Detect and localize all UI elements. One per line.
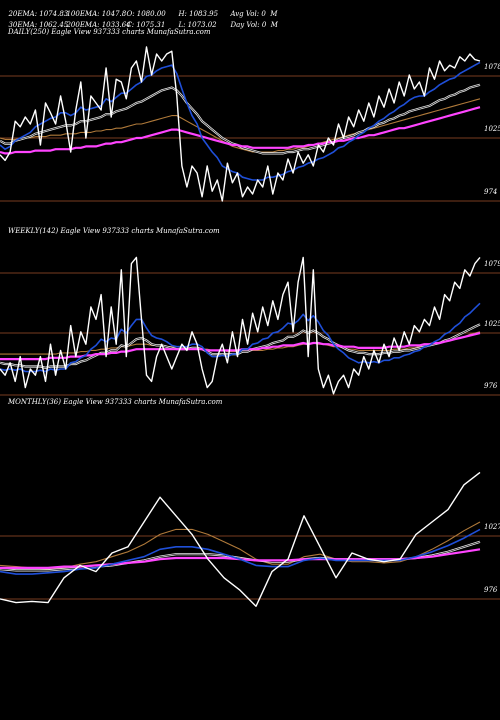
ema_fast-line xyxy=(0,528,481,575)
ema_fast-line xyxy=(0,61,481,181)
monthly-panel: 1027 976 xyxy=(0,471,500,607)
level-label: 1025 xyxy=(484,125,500,133)
ema30-readout: 30EMA: 1062.45 xyxy=(8,21,69,29)
ema_slow-series xyxy=(0,98,481,153)
ema_fast-line xyxy=(0,302,481,373)
monthly-panel-title: MONTHLY(36) Eagle View 937333 charts Mun… xyxy=(8,398,223,406)
price-line xyxy=(0,256,481,395)
day-vol-readout: Day Vol: 0 M xyxy=(230,21,278,29)
weekly-panel: 1079 1025 976 xyxy=(0,256,500,396)
ema20-readout: 20EMA: 1074.83 xyxy=(8,10,69,18)
ema_slow-line xyxy=(0,98,481,153)
ema_long-series xyxy=(0,106,481,155)
daily-panel-title: DAILY(250) Eagle View 937333 charts Muna… xyxy=(8,28,211,36)
ema200-readout: 200EMA: 1033.64 xyxy=(66,21,131,29)
weekly-panel-title: WEEKLY(142) Eagle View 937333 charts Mun… xyxy=(8,227,220,235)
header-row-1: 20EMA: 1074.83100EMA: 1047.8O: 1080.00 H:… xyxy=(4,2,277,18)
level-label: 976 xyxy=(484,382,498,390)
ema_mid-series xyxy=(0,323,481,369)
avg-vol-readout: Avg Vol: 0 M xyxy=(230,10,278,18)
price-line xyxy=(0,46,481,202)
level-label: 1025 xyxy=(484,320,500,328)
open-readout: O: 1080.00 xyxy=(126,10,166,18)
high-readout: H: 1083.95 xyxy=(178,10,219,18)
price-series xyxy=(0,256,481,395)
ema_long-line xyxy=(0,106,481,155)
ema_fast-series xyxy=(0,528,481,575)
ema_fast-series xyxy=(0,61,481,181)
ema_mid-line-inner xyxy=(0,324,481,369)
level-label: 1079 xyxy=(484,260,500,268)
level-label: 974 xyxy=(484,188,497,196)
ema_slow-series xyxy=(0,521,481,570)
ema_slow-line xyxy=(0,521,481,570)
level-label: 976 xyxy=(484,586,498,594)
price-series xyxy=(0,46,481,202)
price-series xyxy=(0,471,481,607)
ema100-readout: 100EMA: 1047.8 xyxy=(66,10,127,18)
level-label: 1027 xyxy=(484,523,500,531)
header-row-2: 30EMA: 1062.45200EMA: 1033.64C: 1075.31 L… xyxy=(4,13,278,29)
level-label: 1078 xyxy=(484,63,500,71)
ema_fast-series xyxy=(0,302,481,373)
close-readout: C: 1075.31 xyxy=(126,21,166,29)
price-line xyxy=(0,471,481,607)
low-readout: L: 1073.02 xyxy=(178,21,217,29)
daily-panel: 1078 1025 974 xyxy=(0,46,500,202)
